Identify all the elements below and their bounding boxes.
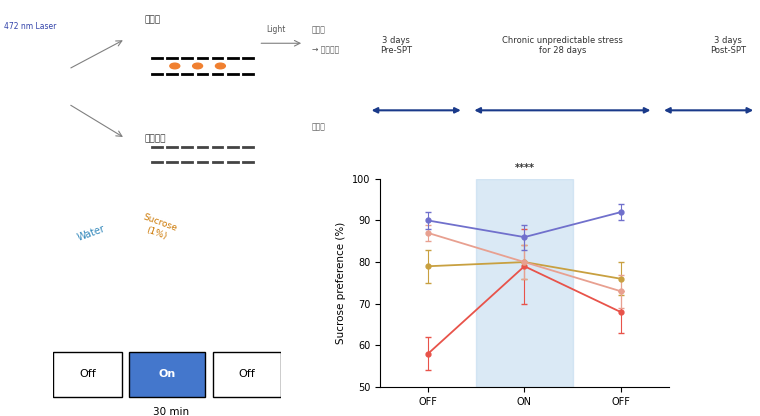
Text: 비광성화: 비광성화: [144, 134, 166, 143]
Circle shape: [193, 63, 202, 69]
Bar: [477, 179, 572, 387]
Text: 3 days
Pre-SPT: 3 days Pre-SPT: [381, 36, 413, 55]
Text: Light: Light: [266, 25, 285, 35]
Text: On: On: [159, 369, 176, 379]
Text: → 행동변화: → 행동변화: [312, 45, 339, 54]
Text: Chronic unpredictable stress
for 28 days: Chronic unpredictable stress for 28 days: [502, 36, 623, 55]
Text: Off: Off: [239, 369, 255, 379]
Bar: [129, 352, 205, 397]
FancyArrowPatch shape: [374, 108, 458, 113]
Y-axis label: Sucrose preference (%): Sucrose preference (%): [337, 222, 347, 344]
Circle shape: [216, 63, 225, 69]
Bar: [213, 352, 281, 397]
Text: Off: Off: [79, 369, 96, 379]
FancyArrowPatch shape: [667, 108, 751, 113]
Text: 3 days
Post-SPT: 3 days Post-SPT: [711, 36, 746, 55]
Text: 30 min: 30 min: [153, 407, 189, 416]
Text: 472 nm Laser: 472 nm Laser: [4, 22, 56, 31]
Circle shape: [170, 63, 180, 69]
Text: Water: Water: [76, 224, 106, 243]
Bar: [53, 352, 122, 397]
Text: 세포막: 세포막: [312, 25, 325, 35]
Text: Sucrose
(1%): Sucrose (1%): [138, 213, 178, 243]
Text: 세포막: 세포막: [312, 123, 325, 132]
FancyArrowPatch shape: [477, 108, 648, 113]
Text: 광성화: 광성화: [144, 15, 160, 24]
Text: ****: ****: [515, 163, 534, 173]
